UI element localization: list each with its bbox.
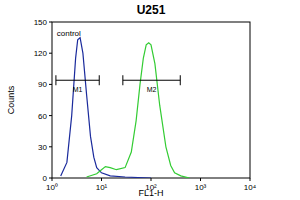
y-tick-label: 30 <box>38 143 47 152</box>
y-tick-label: 150 <box>34 18 48 27</box>
x-tick-label: 10³ <box>195 183 207 192</box>
gate-end <box>122 75 123 85</box>
x-tick-label: 10⁰ <box>46 183 58 192</box>
x-axis-label: FL1-H <box>138 188 163 198</box>
gate-label: M1 <box>73 86 83 93</box>
y-tick <box>49 146 52 147</box>
x-tick <box>250 178 251 181</box>
histogram-line <box>87 43 190 178</box>
gate-end <box>55 75 56 85</box>
annotation: control <box>57 29 81 38</box>
x-tick-label: 10⁴ <box>244 183 257 192</box>
y-tick-label: 60 <box>38 112 47 121</box>
y-tick-label: 0 <box>43 174 48 183</box>
plot-frame <box>52 22 250 178</box>
x-tick <box>200 178 201 181</box>
y-tick-label: 120 <box>34 49 48 58</box>
y-tick <box>49 22 52 23</box>
chart: U251030609012015010⁰10¹10²10³10⁴FL1-HCou… <box>0 0 300 200</box>
x-tick <box>101 178 102 181</box>
gate-end <box>180 75 181 85</box>
gate-bar <box>56 80 99 81</box>
x-tick-label: 10¹ <box>96 183 108 192</box>
x-tick <box>151 178 152 181</box>
y-tick <box>49 84 52 85</box>
y-tick <box>49 115 52 116</box>
y-tick-label: 90 <box>38 80 47 89</box>
gate-bar <box>123 80 180 81</box>
gate-label: M2 <box>147 86 157 93</box>
gate-end <box>99 75 100 85</box>
title: U251 <box>137 3 166 17</box>
x-tick <box>52 178 53 181</box>
plot-area <box>61 38 190 178</box>
y-axis-label: Counts <box>6 85 16 114</box>
y-tick <box>49 53 52 54</box>
